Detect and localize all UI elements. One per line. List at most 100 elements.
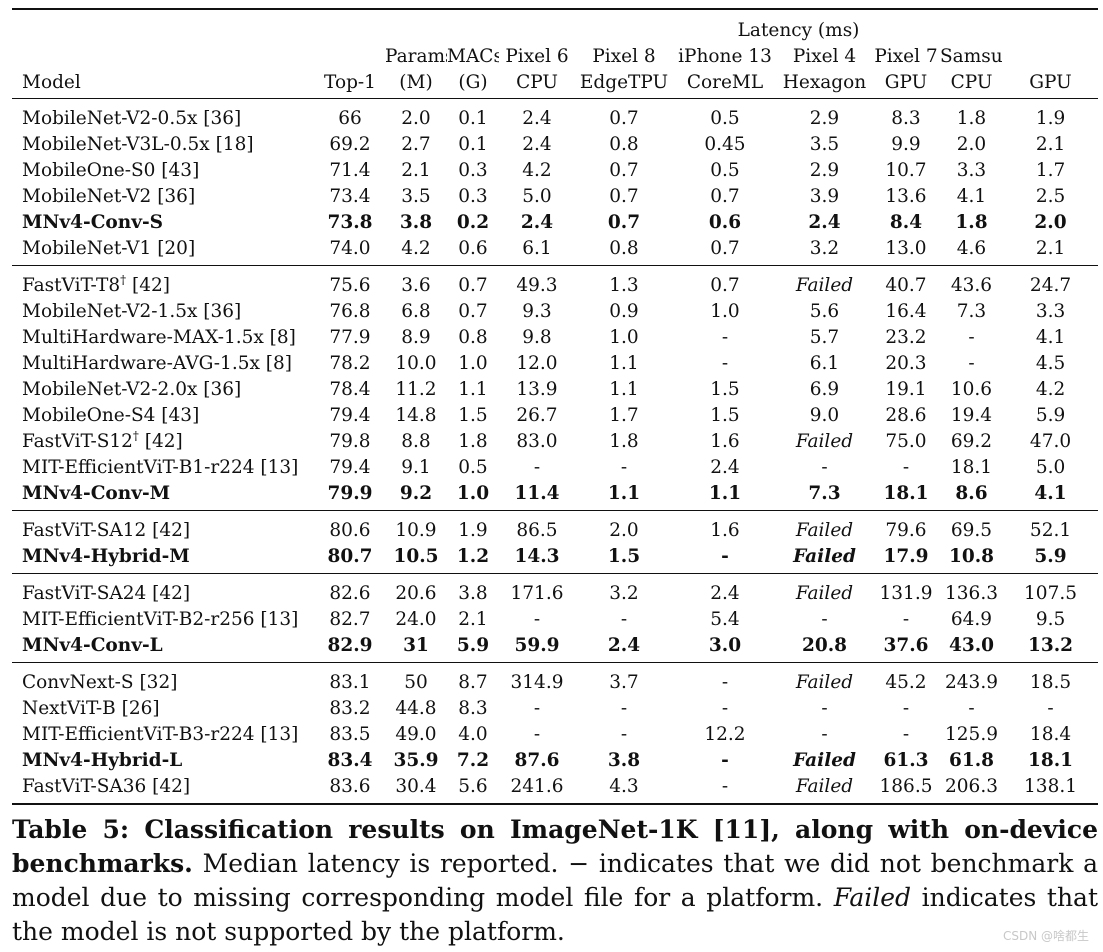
value-cell: 10.9 <box>395 520 437 541</box>
model-name: MobileOne-S4 [43] <box>22 405 200 426</box>
value-cell: 6.8 <box>401 301 431 322</box>
value-cell: 1.1 <box>607 483 641 504</box>
table-row: MobileNet-V2 [36] 73.4 3.5 0.3 5.0 0.7 0.7 3.9 1… <box>12 184 1098 210</box>
value-cell: Failed <box>795 583 854 604</box>
table-group: FastViT-SA24 [42] 82.6 20.6 3.8 171.6 3.2 2.4 F… <box>12 574 1099 663</box>
value-cell: 2.4 <box>710 583 740 604</box>
model-name: MultiHardware-AVG-1.5x [8] <box>22 353 292 374</box>
value-cell: 28.6 <box>885 405 927 426</box>
value-cell: 2.4 <box>520 212 554 233</box>
value-cell: - <box>902 698 910 719</box>
value-cell: 78.4 <box>329 379 371 400</box>
value-cell: - <box>620 698 628 719</box>
value-cell: 0.5 <box>710 108 740 129</box>
value-cell: 9.0 <box>809 405 840 426</box>
model-name: MIT-EfficientViT-B1-r224 [13] <box>22 457 299 478</box>
value-cell: 12.0 <box>516 353 558 374</box>
model-cell: ConvNext-S [32] <box>12 663 315 697</box>
value-cell: 3.0 <box>708 635 742 656</box>
value-cell: Failed <box>795 776 854 797</box>
model-cell: MNv4-Hybrid-L <box>12 748 315 774</box>
value-cell: 0.45 <box>704 134 746 155</box>
value-cell: 45.2 <box>885 672 927 693</box>
watermark: CSDN @啥都生 <box>1002 929 1089 943</box>
header-cell: MACs <box>447 46 499 67</box>
value-cell: 44.8 <box>395 698 437 719</box>
value-cell: 6.9 <box>809 379 840 400</box>
table-row: MNv4-Conv-L 82.9 31 5.9 59.9 2.4 3.0 20.8 37.6 43… <box>12 633 1098 663</box>
header-cell: Top-1 <box>315 70 385 99</box>
model-citation: [42] <box>126 275 171 296</box>
results-table: Latency (ms) ParamsMACs Pixel 6 Pixel 8 iPh… <box>12 8 1099 805</box>
model-citation: [42] <box>138 431 183 452</box>
value-cell: - <box>533 457 541 478</box>
value-cell: 7.3 <box>808 483 841 504</box>
value-cell: 0.7 <box>458 301 488 322</box>
table-row: MobileNet-V1 [20] 74.0 4.2 0.6 6.1 0.8 0.7 3.2 1… <box>12 236 1098 266</box>
table-row: MIT-EfficientViT-B2-r256 [13] 82.7 24.0 2.1… <box>12 607 1098 633</box>
model-name: MNv4-Hybrid-M <box>22 546 190 567</box>
value-cell: 1.7 <box>1035 160 1066 181</box>
value-cell: 20.6 <box>395 583 437 604</box>
table-header: Latency (ms) ParamsMACs Pixel 6 Pixel 8 iPh… <box>12 8 1099 99</box>
value-cell: 1.9 <box>458 520 488 541</box>
table-row: MNv4-Conv-M 79.9 9.2 1.0 11.4 1.1 1.1 7.3 18.1 8.… <box>12 481 1098 511</box>
value-cell: 9.9 <box>891 134 921 155</box>
value-cell: 82.7 <box>329 609 371 630</box>
value-cell: 0.1 <box>458 108 488 129</box>
value-cell: 80.6 <box>329 520 371 541</box>
value-cell: - <box>533 609 541 630</box>
value-cell: 138.1 <box>1024 776 1077 797</box>
value-cell: 0.8 <box>609 238 639 259</box>
value-cell: 4.2 <box>401 238 431 259</box>
value-cell: 20.3 <box>885 353 927 374</box>
value-cell: 1.9 <box>1035 108 1066 129</box>
value-cell: 4.1 <box>1034 483 1067 504</box>
value-cell: 2.4 <box>522 108 552 129</box>
value-cell: 17.9 <box>883 546 929 567</box>
value-cell: 19.1 <box>885 379 927 400</box>
value-cell: 2.0 <box>609 520 639 541</box>
header-row-latency: Latency (ms) <box>12 8 1099 44</box>
value-cell: 8.9 <box>401 327 431 348</box>
value-cell: 8.3 <box>891 108 921 129</box>
table-row: MobileOne-S4 [43] 79.4 14.8 1.5 26.7 1.7 1.5 9.… <box>12 403 1098 429</box>
value-cell: 0.8 <box>609 134 639 155</box>
model-cell: MobileNet-V2-2.0x [36] <box>12 377 315 403</box>
value-cell: 47.0 <box>1029 431 1072 452</box>
model-name: MIT-EfficientViT-B2-r256 [13] <box>22 609 299 630</box>
value-cell: 74.0 <box>329 238 371 259</box>
value-cell: 4.3 <box>609 776 639 797</box>
value-cell: 9.2 <box>399 483 433 504</box>
value-cell: 40.7 <box>885 275 927 296</box>
value-cell: 13.9 <box>516 379 558 400</box>
value-cell: 71.4 <box>329 160 371 181</box>
model-cell: MobileOne-S0 [43] <box>12 158 315 184</box>
header-cell: Samsung S23 <box>940 46 1003 67</box>
value-cell: 0.1 <box>458 134 488 155</box>
value-cell: 75.6 <box>329 275 371 296</box>
value-cell: 76.8 <box>329 301 371 322</box>
value-cell: - <box>902 457 910 478</box>
value-cell: 3.2 <box>609 583 639 604</box>
value-cell: - <box>721 672 729 693</box>
value-cell: 1.8 <box>609 431 639 452</box>
value-cell: 8.8 <box>401 431 431 452</box>
model-name: MobileNet-V2-0.5x [36] <box>22 108 242 129</box>
value-cell: 35.9 <box>393 750 439 771</box>
value-cell: 8.6 <box>955 483 988 504</box>
value-cell: 14.3 <box>514 546 560 567</box>
model-cell: FastViT-SA12 [42] <box>12 511 315 545</box>
header-cell: Pixel 7 <box>874 46 938 67</box>
value-cell: 18.5 <box>1029 672 1072 693</box>
value-cell: - <box>721 327 729 348</box>
value-cell: 83.2 <box>329 698 371 719</box>
caption-italic-failed: Failed <box>833 883 912 912</box>
header-cell: Params <box>385 46 447 67</box>
model-name: ConvNext-S [32] <box>22 672 178 693</box>
value-cell: - <box>902 724 910 745</box>
table-row: FastViT-SA24 [42] 82.6 20.6 3.8 171.6 3.2 2.4 F… <box>12 574 1098 608</box>
value-cell: 1.1 <box>609 353 639 374</box>
value-cell: 1.0 <box>609 327 639 348</box>
caption-text-1: Median latency is reported. − indicates … <box>12 849 1098 912</box>
